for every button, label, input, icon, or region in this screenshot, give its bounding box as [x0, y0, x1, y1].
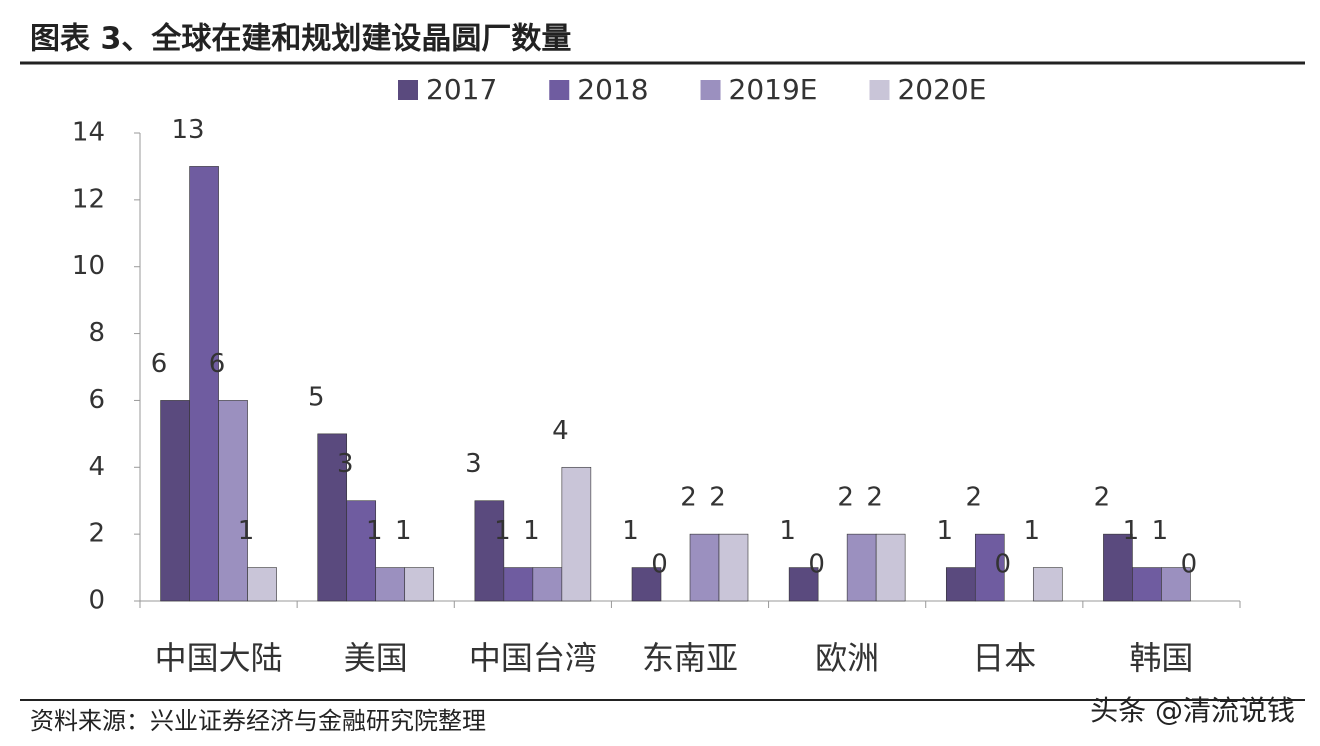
bar — [1032, 567, 1063, 602]
data-label: 1 — [1152, 516, 1169, 546]
source: 资料来源：兴业证券经济与金融研究院整理 — [30, 707, 486, 735]
x-tick-label: 美国 — [344, 639, 408, 677]
bar — [631, 567, 662, 602]
bar — [375, 567, 406, 602]
data-label: 2 — [1094, 483, 1111, 513]
x-tick-label: 韩国 — [1129, 639, 1193, 677]
legend-label: 2020E — [897, 73, 986, 106]
x-tick-label: 东南亚 — [642, 639, 738, 677]
data-label: 5 — [308, 382, 325, 412]
x-tick-label: 中国大陆 — [155, 639, 283, 677]
data-label: 1 — [523, 516, 540, 546]
data-label: 1 — [494, 516, 511, 546]
y-tick-label: 8 — [88, 318, 105, 348]
bar — [846, 533, 877, 602]
bar — [945, 567, 976, 602]
data-label: 3 — [337, 449, 354, 479]
legend-swatch — [869, 80, 890, 100]
x-tick-label: 中国台湾 — [469, 639, 597, 677]
bar — [561, 466, 592, 602]
x-tick-label: 欧洲 — [815, 639, 879, 677]
data-label: 1 — [622, 516, 639, 546]
legend-label: 2018 — [577, 73, 648, 106]
y-tick-label: 14 — [72, 118, 105, 148]
data-label: 0 — [808, 550, 825, 580]
legend-swatch — [549, 80, 570, 100]
bar — [875, 533, 906, 602]
bar — [317, 433, 348, 602]
legend-swatch — [398, 80, 418, 100]
y-tick-label: 2 — [88, 519, 105, 549]
chart-title: 图表 3、全球在建和规划建设晶圆厂数量 — [30, 22, 571, 57]
watermark: 头条 @清流说钱 — [1090, 694, 1295, 727]
bar — [474, 500, 505, 602]
data-label: 2 — [709, 483, 726, 513]
bar — [718, 533, 749, 602]
data-label: 1 — [366, 516, 383, 546]
data-label: 4 — [552, 416, 569, 446]
legend-label: 2017 — [426, 73, 497, 106]
data-label: 1 — [1123, 516, 1140, 546]
data-label: 1 — [238, 516, 255, 546]
bar — [160, 400, 190, 602]
bar — [218, 400, 248, 602]
data-label: 2 — [866, 483, 883, 513]
data-label: 6 — [151, 349, 168, 379]
data-label: 0 — [995, 550, 1012, 580]
data-label: 1 — [395, 516, 412, 546]
data-label: 13 — [172, 115, 205, 145]
bar — [974, 533, 1005, 602]
legend-label: 2019E — [729, 73, 818, 106]
y-tick-label: 4 — [88, 452, 105, 482]
data-label: 2 — [966, 483, 983, 513]
y-tick-label: 10 — [72, 251, 105, 281]
bar — [1132, 567, 1162, 602]
legend-swatch — [700, 80, 721, 100]
bar — [247, 567, 277, 602]
data-label: 2 — [837, 483, 854, 513]
bar — [689, 533, 720, 602]
bar — [788, 567, 819, 602]
bar — [532, 567, 563, 602]
y-tick-label: 12 — [72, 184, 105, 214]
data-label: 0 — [651, 550, 668, 580]
y-tick-label: 6 — [88, 385, 105, 415]
bar — [346, 500, 377, 602]
bar — [404, 567, 435, 602]
data-label: 6 — [209, 349, 226, 379]
data-label: 0 — [1181, 550, 1198, 580]
bar — [189, 166, 219, 602]
data-label: 3 — [465, 449, 482, 479]
data-label: 1 — [1024, 516, 1041, 546]
data-label: 1 — [779, 516, 796, 546]
data-label: 2 — [680, 483, 697, 513]
bar — [503, 567, 534, 602]
bar — [1161, 567, 1191, 602]
y-tick-label: 0 — [88, 586, 105, 616]
data-label: 1 — [937, 516, 954, 546]
x-tick-label: 日本 — [972, 639, 1036, 677]
